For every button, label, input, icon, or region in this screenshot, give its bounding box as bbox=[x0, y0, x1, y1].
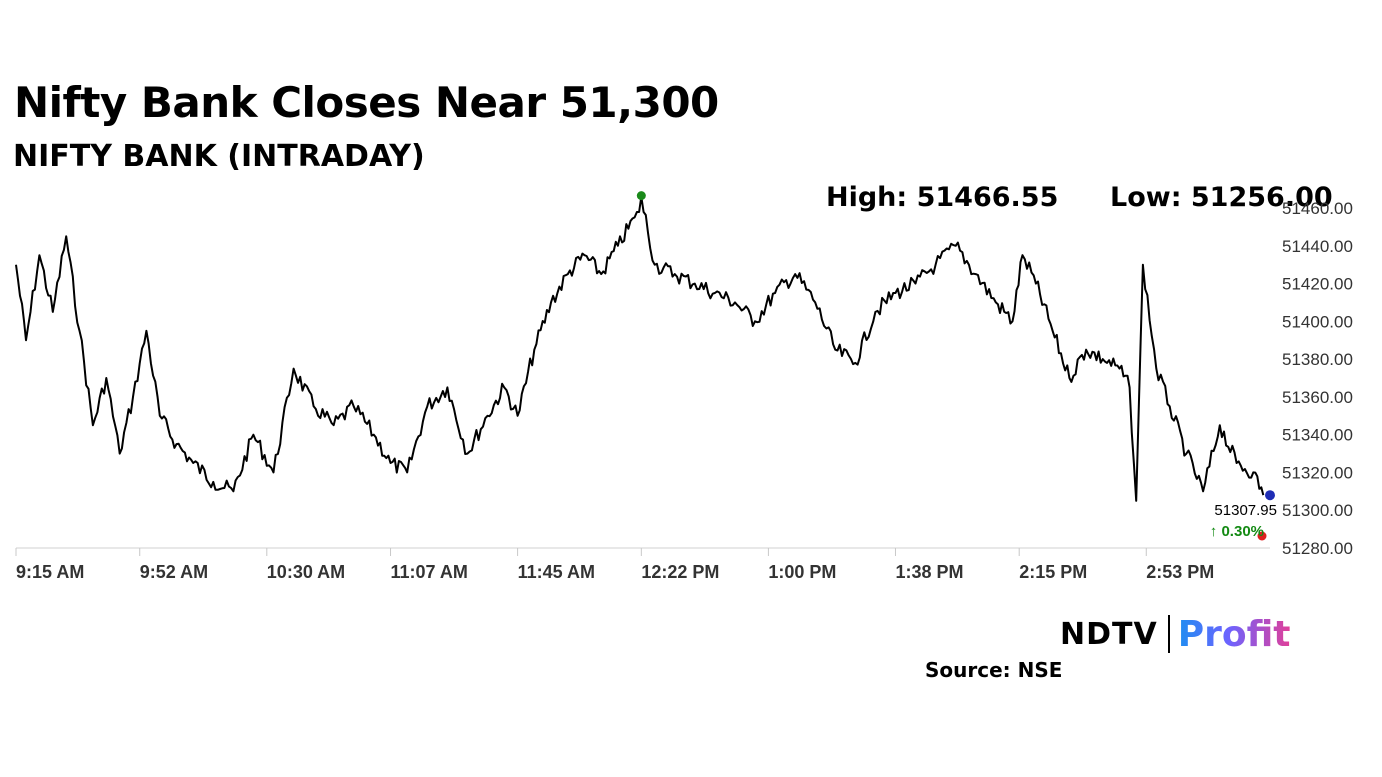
x-tick-label: 11:45 AM bbox=[518, 562, 595, 582]
y-tick-label: 51420.00 bbox=[1282, 275, 1353, 294]
x-tick-label: 9:15 AM bbox=[16, 562, 84, 582]
page-title: Nifty Bank Closes Near 51,300 bbox=[14, 78, 719, 127]
x-tick-label: 9:52 AM bbox=[140, 562, 208, 582]
series-line bbox=[15, 195, 1265, 502]
y-tick-label: 51280.00 bbox=[1282, 539, 1353, 558]
y-tick-label: 51360.00 bbox=[1282, 388, 1353, 407]
x-tick-label: 10:30 AM bbox=[267, 562, 345, 582]
low-marker-point bbox=[1257, 531, 1267, 541]
x-tick-label: 1:38 PM bbox=[895, 562, 963, 582]
x-tick-label: 1:00 PM bbox=[768, 562, 836, 582]
ndtv-profit-logo: NDTV Profit bbox=[1060, 612, 1290, 656]
y-tick-label: 51440.00 bbox=[1282, 237, 1353, 256]
x-axis-ticks: 9:15 AM 9:52 AM 10:30 AM 11:07 AM 11:45 AM 12… bbox=[15, 548, 1214, 582]
last-price-marker-point bbox=[1265, 490, 1275, 501]
last-price-label: 51307.95 bbox=[1214, 502, 1277, 519]
x-tick-label: 2:15 PM bbox=[1019, 562, 1087, 582]
y-tick-label: 51300.00 bbox=[1282, 501, 1353, 520]
profit-wordmark: Profit bbox=[1177, 613, 1291, 655]
chart-subtitle: NIFTY BANK (INTRADAY) bbox=[13, 139, 425, 174]
x-tick-label: 12:22 PM bbox=[641, 562, 719, 582]
y-tick-label: 51460.00 bbox=[1282, 199, 1353, 218]
y-axis-ticks: 51460.00 51440.00 51420.00 51400.00 51380.00… bbox=[1282, 199, 1353, 558]
y-tick-label: 51400.00 bbox=[1282, 312, 1353, 331]
x-tick-label: 2:53 PM bbox=[1146, 562, 1214, 582]
source-note: Source: NSE bbox=[925, 658, 1063, 682]
ndtv-wordmark: NDTV bbox=[1060, 616, 1158, 652]
y-tick-label: 51340.00 bbox=[1282, 426, 1353, 445]
logo-divider bbox=[1167, 615, 1170, 653]
day-high-stat: High: 51466.55 bbox=[826, 182, 1059, 213]
change-percent-label: ↑ 0.30% bbox=[1210, 523, 1264, 540]
x-tick-label: 11:07 AM bbox=[391, 562, 468, 582]
day-low-stat: Low: 51256.00 bbox=[1110, 182, 1333, 213]
high-marker-point bbox=[636, 191, 646, 201]
y-tick-label: 51320.00 bbox=[1282, 463, 1353, 482]
y-tick-label: 51380.00 bbox=[1282, 350, 1353, 369]
